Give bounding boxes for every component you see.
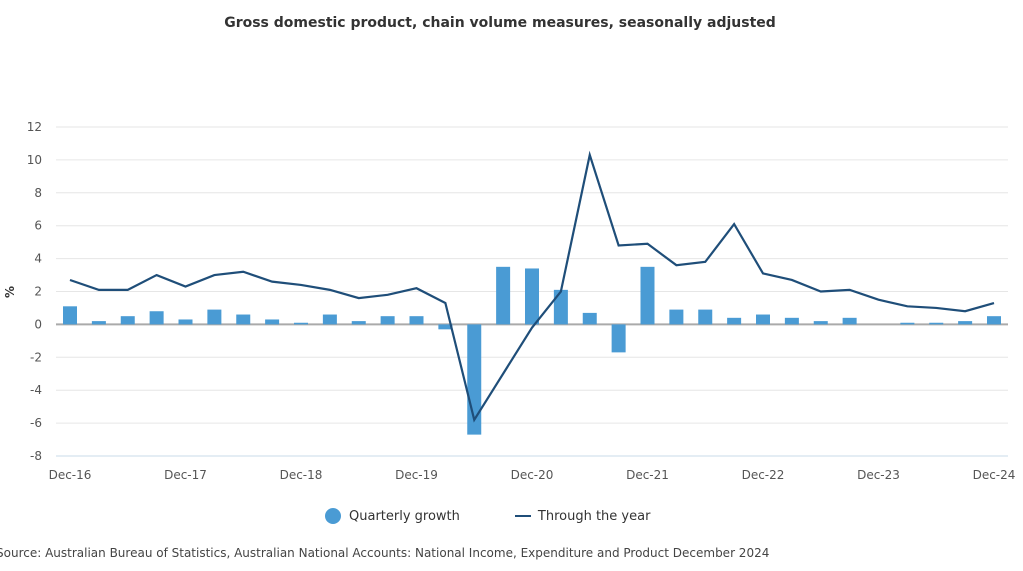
y-axis-label: %: [3, 286, 17, 298]
x-tick-label: Dec-24: [973, 468, 1016, 482]
bar: [178, 319, 193, 325]
y-tick-label: 4: [34, 252, 42, 266]
y-tick-label: 12: [27, 120, 42, 134]
x-axis-ticks: Dec-16 Dec-17 Dec-18 Dec-19 Dec-20 Dec-21 Dec-…: [49, 468, 1016, 482]
bar: [553, 289, 568, 325]
x-tick-label: Dec-23: [857, 468, 900, 482]
bar: [756, 314, 770, 325]
bar: [525, 268, 539, 325]
x-tick-label: Dec-22: [742, 468, 785, 482]
x-tick-label: Dec-20: [511, 468, 554, 482]
bar: [987, 316, 1001, 325]
y-tick-label: 2: [34, 285, 42, 299]
legend-label: Through the year: [537, 508, 651, 524]
bars-quarterly-growth: [63, 266, 1001, 435]
x-tick-label: Dec-19: [395, 468, 438, 482]
bar: [236, 314, 251, 325]
gridlines: [56, 126, 1008, 457]
x-tick-label: Dec-17: [164, 468, 207, 482]
y-tick-label: 0: [34, 317, 42, 331]
y-tick-label: -6: [30, 416, 42, 430]
bar: [813, 321, 828, 325]
y-tick-label: -8: [30, 449, 42, 463]
bar: [207, 309, 222, 325]
bar: [640, 266, 655, 325]
bar: [438, 324, 453, 330]
bar: [322, 314, 337, 325]
y-axis-ticks: 12 10 8 6 4 2 0 -2 -4 -6 -8: [27, 120, 42, 463]
bar: [149, 311, 164, 325]
bar: [842, 317, 857, 325]
bar: [496, 266, 511, 325]
bar: [582, 312, 597, 325]
bar: [611, 324, 626, 353]
x-tick-label: Dec-21: [626, 468, 669, 482]
legend-label: Quarterly growth: [349, 508, 460, 524]
legend-item-through-the-year[interactable]: Through the year: [514, 508, 651, 524]
bar: [265, 319, 280, 325]
bar: [351, 321, 366, 325]
bar: [294, 322, 308, 325]
bar: [63, 306, 77, 325]
chart-title: Gross domestic product, chain volume mea…: [224, 15, 776, 31]
bar: [669, 309, 684, 325]
legend: Quarterly growth Through the year: [325, 508, 705, 524]
bar: [409, 316, 424, 325]
source-note: Source: Australian Bureau of Statistics,…: [0, 546, 770, 560]
bar: [958, 321, 973, 325]
bar: [91, 321, 106, 325]
x-tick-label: Dec-16: [49, 468, 92, 482]
bar: [929, 322, 944, 325]
legend-line-swatch-icon: [514, 515, 531, 517]
y-tick-label: -4: [30, 383, 42, 397]
bar: [698, 309, 713, 325]
y-tick-label: 8: [34, 186, 42, 200]
legend-bar-swatch-icon: [325, 508, 341, 524]
bar: [727, 317, 742, 325]
x-tick-label: Dec-18: [280, 468, 323, 482]
y-tick-label: 6: [34, 219, 42, 233]
bar: [380, 316, 395, 325]
bar: [120, 316, 135, 325]
bar: [900, 322, 915, 325]
y-tick-label: -2: [30, 350, 42, 364]
line-through-the-year: [69, 150, 995, 423]
y-tick-label: 10: [27, 153, 42, 167]
bar: [784, 317, 799, 325]
legend-item-quarterly-growth[interactable]: Quarterly growth: [325, 508, 460, 524]
